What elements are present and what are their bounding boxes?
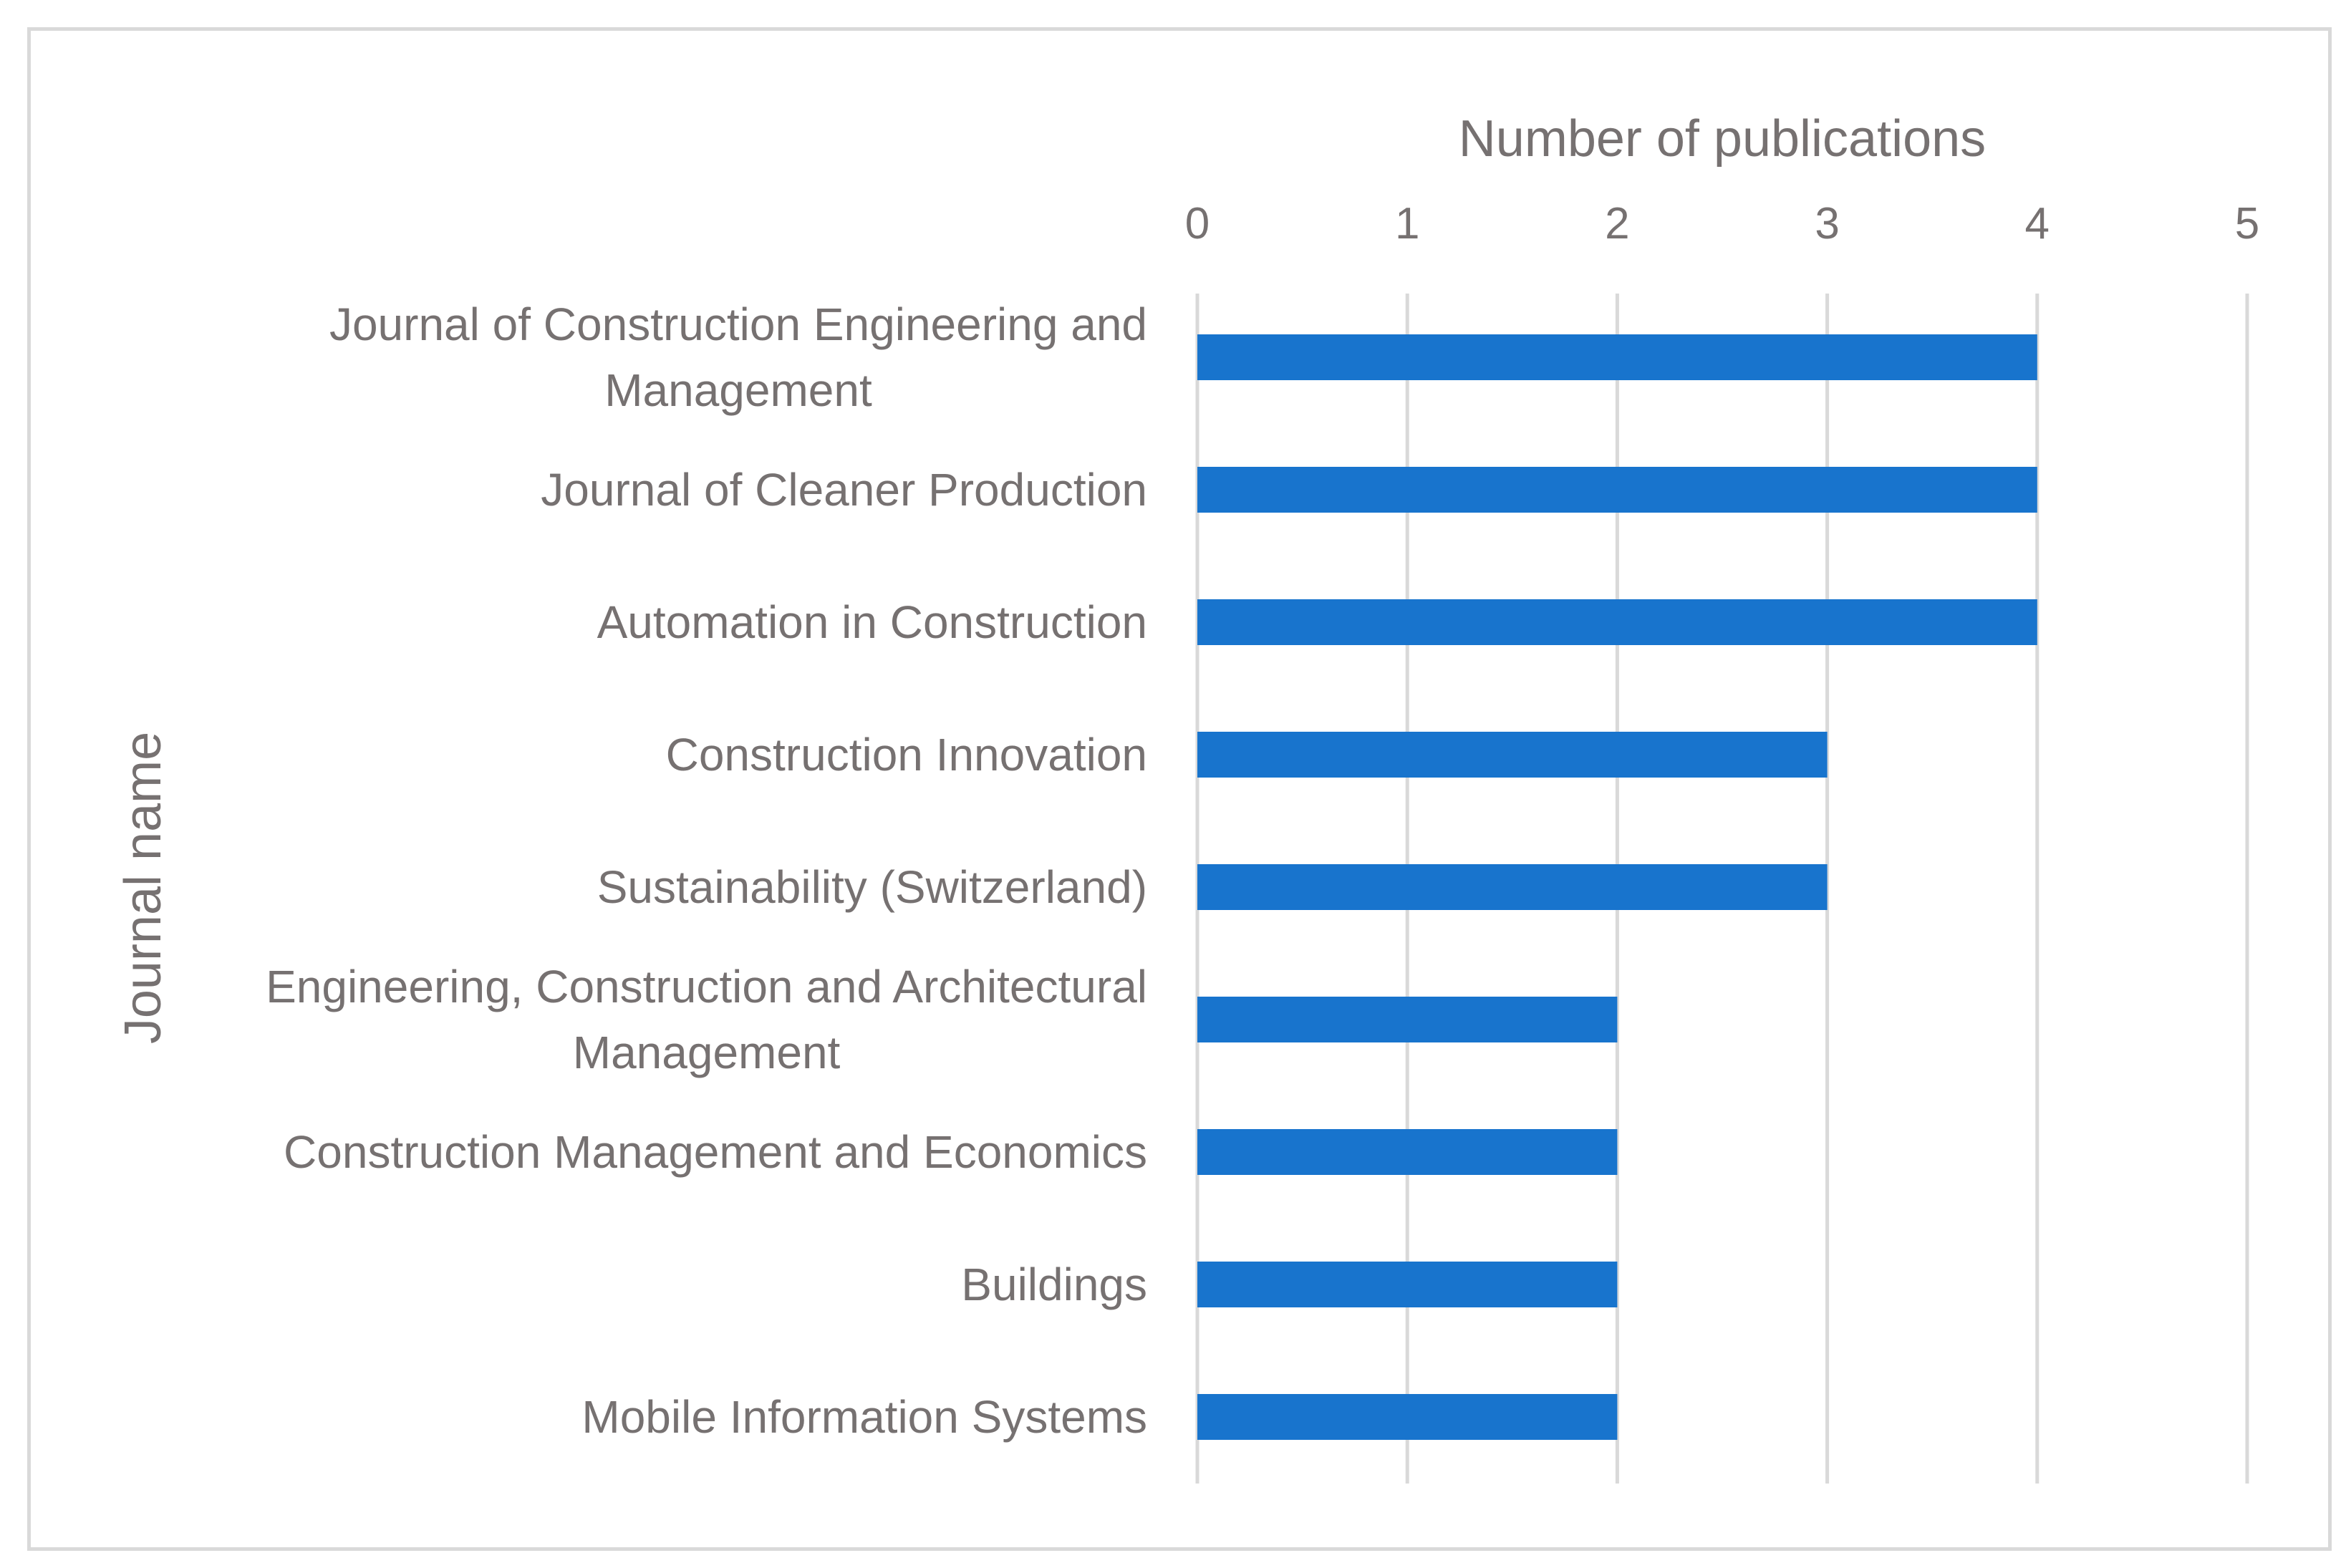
category-label: Journal of Construction Engineering and M… (329, 299, 1147, 416)
category-label: Sustainability (Switzerland) (597, 861, 1147, 913)
x-tick-label: 5 (2235, 199, 2259, 248)
y-axis-title: Journal name (115, 732, 172, 1044)
category-label: Construction Innovation (666, 729, 1147, 780)
category-label: Automation in Construction (597, 596, 1147, 648)
x-tick-label: 0 (1185, 199, 1210, 248)
chart-frame (27, 27, 2332, 1551)
category-label: Construction Management and Economics (284, 1126, 1147, 1178)
bar (1197, 1394, 1618, 1440)
category-labels: Journal of Construction Engineering and M… (266, 299, 1147, 1443)
category-label: Journal of Cleaner Production (541, 464, 1147, 516)
bar (1197, 997, 1618, 1042)
x-tick-label: 2 (1605, 199, 1629, 248)
category-label: Mobile Information Systems (581, 1391, 1147, 1443)
bar (1197, 334, 2037, 380)
x-tick-label: 1 (1395, 199, 1419, 248)
category-label: Engineering, Construction and Architectu… (266, 961, 1147, 1078)
bar (1197, 599, 2037, 645)
bars (1197, 334, 2037, 1440)
bar (1197, 1129, 1618, 1175)
x-tick-label: 4 (2025, 199, 2050, 248)
bar (1197, 864, 1828, 910)
x-tick-label: 3 (1815, 199, 1839, 248)
category-label: Buildings (961, 1259, 1147, 1310)
bar (1197, 732, 1828, 778)
x-tick-labels: 0 1 2 3 4 5 (1185, 199, 2259, 248)
bar (1197, 467, 2037, 513)
bar (1197, 1262, 1618, 1307)
x-axis-title: Number of publications (1459, 110, 1986, 168)
